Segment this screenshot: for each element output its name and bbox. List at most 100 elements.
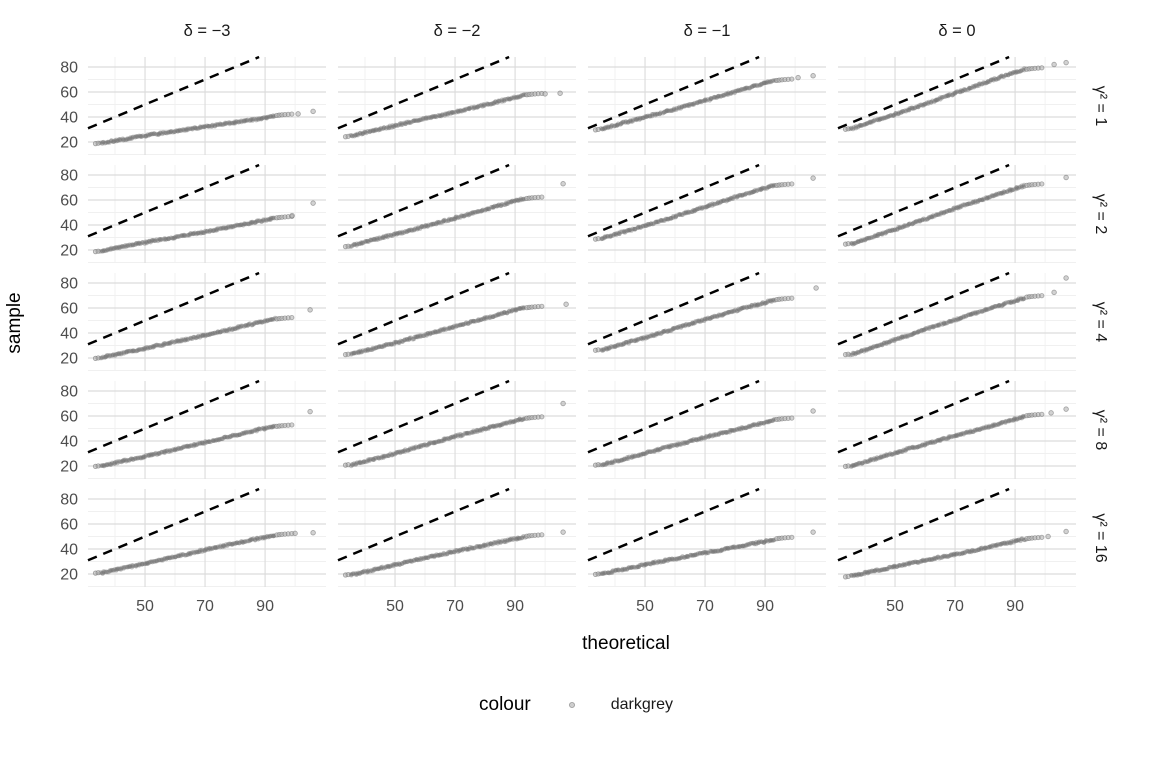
- qq-point: [150, 238, 156, 243]
- qq-point: [664, 108, 670, 113]
- qq-point: [414, 226, 420, 232]
- qq-point: [264, 115, 269, 120]
- qq-point: [945, 93, 951, 98]
- qq-point: [649, 112, 655, 117]
- qq-point: [143, 133, 149, 139]
- qq-point: [707, 98, 712, 103]
- qq-point: [501, 98, 507, 104]
- qq-point: [123, 244, 129, 249]
- qq-point: [434, 114, 439, 120]
- qq-point: [118, 137, 123, 142]
- qq-point: [450, 216, 456, 222]
- qq-point: [716, 94, 721, 99]
- tail-point: [1039, 293, 1045, 299]
- qq-point: [157, 130, 163, 136]
- qq-point: [605, 233, 610, 239]
- x-tick-label: 50: [636, 598, 654, 615]
- qq-point: [484, 101, 490, 107]
- qq-point: [940, 94, 945, 100]
- qq-point: [715, 94, 721, 99]
- y-tick-label: 20: [60, 351, 78, 368]
- identity-reference-line: [87, 55, 260, 130]
- qq-point: [264, 115, 269, 121]
- qq-point: [607, 234, 613, 239]
- qq-point: [676, 104, 682, 110]
- qq-point: [610, 233, 616, 238]
- qq-point: [203, 228, 208, 234]
- qq-point: [170, 129, 176, 135]
- qq-point: [863, 121, 869, 127]
- qq-point: [766, 79, 771, 85]
- tail-point: [289, 314, 295, 321]
- qq-points: [592, 73, 816, 133]
- qq-point: [191, 231, 196, 236]
- qq-point: [105, 139, 111, 145]
- qq-point: [868, 119, 874, 125]
- qq-point: [630, 118, 636, 124]
- qq-point: [745, 85, 750, 91]
- y-tick-label: 60: [60, 409, 78, 426]
- qq-point: [985, 79, 991, 84]
- qq-point: [676, 106, 682, 111]
- qq-point: [478, 103, 483, 109]
- qq-point: [222, 120, 228, 126]
- qq-point: [393, 123, 399, 128]
- qq-point: [232, 120, 238, 126]
- qq-point: [442, 111, 448, 117]
- qq-point: [985, 79, 991, 84]
- qq-point: [891, 113, 896, 118]
- qq-point: [168, 129, 173, 135]
- qq-point: [166, 236, 172, 241]
- qq-point: [440, 219, 445, 225]
- qq-point: [734, 88, 739, 94]
- qq-point: [252, 220, 258, 225]
- qq-point: [893, 111, 899, 116]
- y-tick-label: 40: [60, 110, 78, 127]
- qq-point: [223, 226, 229, 231]
- qq-point: [605, 125, 611, 131]
- qq-point: [876, 117, 882, 123]
- tail-point: [539, 414, 545, 420]
- qq-point: [726, 90, 731, 96]
- qq-point: [993, 77, 999, 82]
- qq-point: [499, 202, 505, 207]
- panel-r3c1: [337, 379, 576, 479]
- qq-point: [508, 96, 513, 102]
- qq-point: [442, 217, 447, 223]
- qq-point: [242, 118, 248, 123]
- qq-point: [192, 230, 198, 236]
- qq-point: [391, 232, 397, 237]
- qq-point: [462, 213, 468, 218]
- qq-point: [152, 238, 157, 244]
- qq-point: [208, 228, 213, 234]
- qq-point: [400, 122, 405, 127]
- row-facet-label: γ² = 1: [1092, 86, 1109, 127]
- qq-point: [137, 240, 142, 246]
- col-facet-label: δ = −3: [184, 22, 231, 40]
- qq-point: [219, 225, 225, 231]
- qq-point: [493, 99, 498, 105]
- qq-point: [965, 87, 971, 92]
- qq-point: [725, 92, 731, 97]
- qq-point: [198, 230, 204, 236]
- qq-point: [376, 127, 381, 133]
- outlier-point: [1063, 275, 1069, 281]
- qq-point: [906, 107, 912, 112]
- qq-point: [354, 241, 360, 247]
- qq-point: [954, 89, 959, 95]
- qq-point: [421, 115, 426, 121]
- qq-point: [107, 246, 112, 252]
- qq-point: [865, 121, 870, 126]
- qq-point: [256, 116, 262, 121]
- qq-point: [386, 232, 391, 238]
- qq-point: [428, 115, 434, 121]
- qq-point: [229, 120, 234, 126]
- qq-point: [270, 113, 276, 119]
- qq-point: [494, 203, 500, 209]
- qq-point: [483, 207, 489, 212]
- qq-point: [738, 87, 744, 93]
- qq-point: [453, 109, 459, 115]
- qq-point: [682, 104, 687, 109]
- qq-point: [248, 117, 254, 122]
- qq-point: [732, 90, 737, 96]
